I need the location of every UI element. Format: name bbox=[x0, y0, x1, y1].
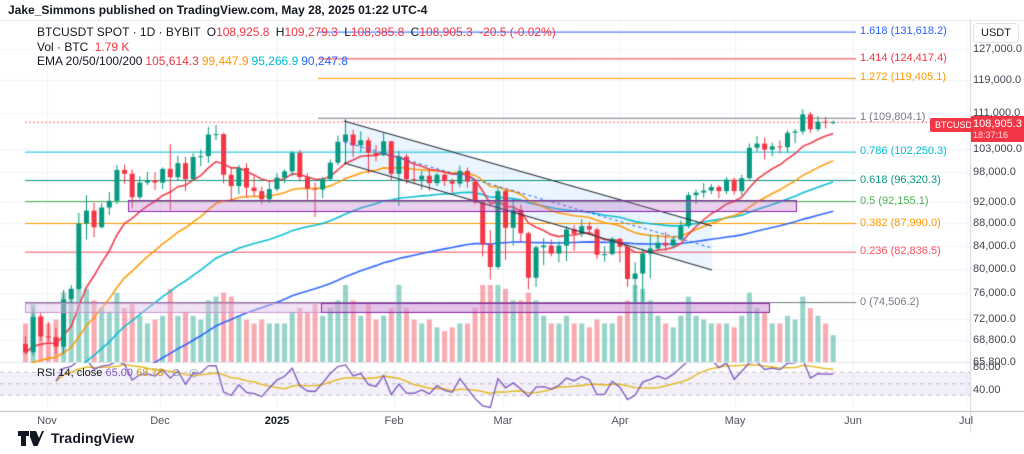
fib-label-0.618: 0.618 (96,320.3) bbox=[860, 173, 941, 186]
high-value: 109,279.3 bbox=[284, 25, 338, 39]
price-axis-label: 92,000.0 bbox=[973, 196, 1016, 209]
fib-label-0.236: 0.236 (82,836.5) bbox=[860, 245, 941, 258]
bar-countdown: 18:37:16 bbox=[973, 130, 1009, 140]
ema-title[interactable]: EMA 20/50/100/200 bbox=[37, 54, 143, 68]
time-axis-label-Jun: Jun bbox=[844, 415, 862, 427]
change-value: -20.5 (-0.02%) bbox=[479, 25, 556, 39]
rsi-axis-label: 80.00 bbox=[973, 361, 1001, 373]
ema-value-3: 90,247.8 bbox=[301, 54, 348, 68]
time-axis-label-Jul: Jul bbox=[958, 415, 974, 427]
last-price-value: 108,905.3 bbox=[973, 118, 1022, 130]
volume-legend-row: Vol · BTC 1.79 K bbox=[37, 40, 129, 54]
low-value: 108,385.8 bbox=[350, 25, 405, 39]
time-axis-label-Mar: Mar bbox=[493, 415, 513, 427]
price-axis-label: 65,800.0 bbox=[973, 355, 1016, 368]
currency-button[interactable]: USDT bbox=[973, 23, 1019, 43]
rsi-ma-value: 68.78 bbox=[136, 367, 164, 379]
ema-value-2: 95,266.9 bbox=[251, 54, 299, 68]
time-axis-label-Apr: Apr bbox=[611, 415, 629, 427]
attribution-text: Jake_Simmons published on TradingView.co… bbox=[8, 3, 428, 17]
time-axis-label-Nov: Nov bbox=[37, 415, 57, 427]
volume-value: 1.79 K bbox=[94, 40, 130, 54]
tradingview-logo[interactable]: TradingView bbox=[18, 430, 134, 446]
rsi-value: 65.00 bbox=[105, 367, 134, 379]
price-axis-label: 84,000.0 bbox=[973, 239, 1016, 252]
volume-title[interactable]: Vol · BTC bbox=[37, 40, 89, 54]
fib-label-1.618: 1.618 (131,618.2) bbox=[860, 25, 947, 38]
low-label: L bbox=[344, 25, 351, 39]
close-value: 108,905.3 bbox=[419, 25, 473, 39]
fib-label-1.414: 1.414 (124,417.4) bbox=[860, 51, 947, 64]
eye-icon[interactable]: ◎ bbox=[188, 367, 199, 379]
price-axis-label: 119,000.0 bbox=[973, 74, 1022, 87]
price-axis-label: 68,800.0 bbox=[973, 334, 1016, 347]
circle-slash-icon[interactable]: ⊘ bbox=[171, 367, 181, 379]
ema-value-1: 99,447.9 bbox=[201, 54, 249, 68]
ema-value-0: 105,614.3 bbox=[145, 54, 199, 68]
price-axis-label: 103,000.0 bbox=[973, 142, 1022, 155]
price-axis-label: 72,000.0 bbox=[973, 312, 1016, 325]
ema-legend-row: EMA 20/50/100/200 105,614.3 99,447.9 95,266… bbox=[37, 54, 348, 68]
fib-label-0.382: 0.382 (87,990.0) bbox=[860, 216, 941, 229]
price-axis-label: 80,000.0 bbox=[973, 262, 1016, 275]
rsi-title[interactable]: RSI 14, close bbox=[37, 367, 103, 379]
price-axis-label: 88,000.0 bbox=[973, 217, 1016, 230]
price-line-symbol-tag: BTCUSDT bbox=[930, 118, 983, 132]
price-axis-label: 111,000.0 bbox=[973, 107, 1021, 120]
open-label: O bbox=[206, 25, 217, 39]
price-axis-label: 76,000.0 bbox=[973, 287, 1016, 300]
high-label: H bbox=[275, 25, 285, 39]
time-axis-label-2025: 2025 bbox=[264, 415, 290, 427]
symbol-title[interactable]: BTCUSDT SPOT · 1D · BYBIT bbox=[37, 25, 201, 39]
rsi-legend-row: RSI 14, close 65.00 68.78 ⊘ ◎ bbox=[37, 366, 199, 379]
fib-label-0.786: 0.786 (102,250.3) bbox=[860, 145, 947, 158]
fib-label-0: 0 (74,506.2) bbox=[860, 295, 920, 308]
fib-label-1.272: 1.272 (119,405.1) bbox=[860, 71, 947, 84]
tradingview-logo-icon bbox=[18, 430, 44, 446]
time-axis-label-Dec: Dec bbox=[150, 415, 170, 427]
price-axis-label: 127,000.0 bbox=[973, 43, 1022, 56]
open-value: 108,925.8 bbox=[216, 25, 270, 39]
last-price-badge: 108,905.3 18:37:16 bbox=[971, 116, 1024, 142]
tradingview-logo-text: TradingView bbox=[51, 430, 135, 446]
price-axis-label: 98,000.0 bbox=[973, 166, 1016, 179]
close-label: C bbox=[410, 25, 420, 39]
fib-label-1: 1 (109,804.1) bbox=[860, 111, 926, 124]
time-axis-label-Feb: Feb bbox=[384, 415, 404, 427]
symbol-legend-row: BTCUSDT SPOT · 1D · BYBIT O108,925.8 H10… bbox=[37, 25, 556, 39]
fib-label-0.5: 0.5 (92,155.1) bbox=[860, 194, 929, 207]
rsi-axis-label: 40.00 bbox=[973, 384, 1001, 396]
time-axis-label-May: May bbox=[724, 415, 746, 427]
